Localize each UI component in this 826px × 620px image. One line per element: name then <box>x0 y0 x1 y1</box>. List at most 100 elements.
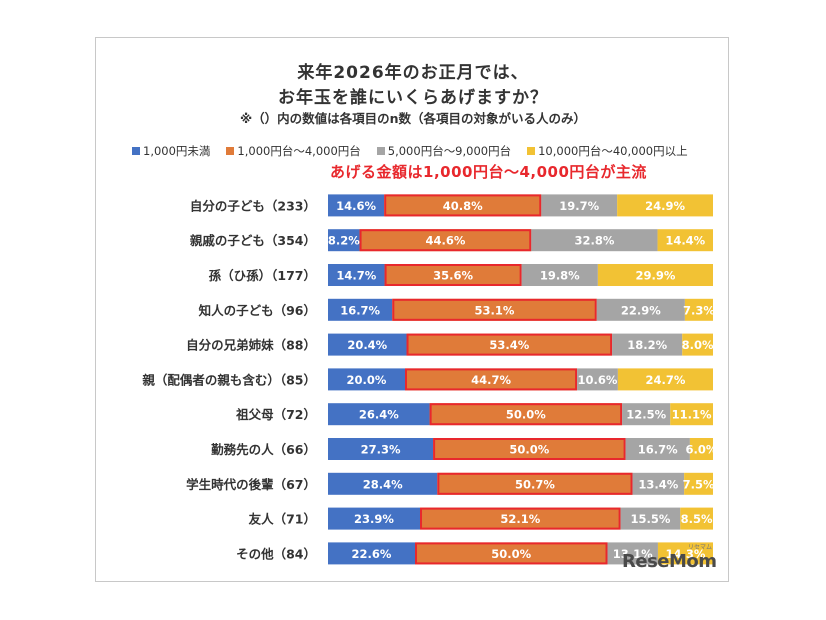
data-label-s3: 13.4% <box>638 477 678 491</box>
bar-segment-s3 <box>620 507 681 530</box>
legend-item-1: 1,000円未満 <box>132 143 210 159</box>
data-label-s2: 50.7% <box>515 477 555 491</box>
category-label: 親（配偶者の親も含む）（85） <box>142 372 316 387</box>
bar-segment-s4 <box>657 542 713 565</box>
bar-segment-s2 <box>384 264 522 286</box>
chart-title-line2: お年玉を誰にいくらあげますか？ <box>278 88 548 108</box>
bar-highlight-box <box>405 368 578 391</box>
bar-segment-s1 <box>328 194 385 217</box>
bar-highlight-box <box>359 229 532 252</box>
bar-segment-s3 <box>596 298 685 321</box>
legend-label-4: 10,000円台～40,000円以上 <box>538 144 688 158</box>
bar-segment-s3 <box>541 194 618 217</box>
bar-highlight-box <box>384 194 542 217</box>
category-label: 学生時代の後輩（67） <box>186 477 316 492</box>
data-label-s1: 16.7% <box>340 303 380 317</box>
bar-segment-s1 <box>328 542 416 565</box>
data-label-s2: 53.4% <box>489 338 529 352</box>
bar-segment-s2 <box>420 507 621 530</box>
data-label-s3: 16.7% <box>638 443 678 457</box>
category-label: 自分の子ども（233） <box>190 198 316 213</box>
callout-text: あげる金額は1,000円台～4,000円台が主流 <box>330 163 647 181</box>
bar-segment-s4 <box>670 403 713 426</box>
data-label-s3: 12.5% <box>626 408 666 422</box>
data-label-s4: 7.3% <box>683 303 715 317</box>
bar-segment-s3 <box>521 264 598 286</box>
data-label-s2: 40.8% <box>443 199 483 213</box>
bar-segment-s3 <box>622 403 671 426</box>
data-label-s2: 35.6% <box>433 269 473 283</box>
bar-highlight-box <box>420 507 621 530</box>
data-label-s3: 15.5% <box>630 512 670 526</box>
bar-segment-s3 <box>632 472 685 495</box>
category-label: 友人（71） <box>248 512 316 527</box>
data-label-s2: 53.1% <box>475 303 515 317</box>
bar-segment-s2 <box>405 368 578 391</box>
bar-highlight-box <box>392 298 597 321</box>
bar-segment-s2 <box>415 542 608 565</box>
data-label-s1: 14.6% <box>336 199 376 213</box>
data-label-s2: 50.0% <box>491 547 531 561</box>
bar-segment-s4 <box>689 438 713 460</box>
category-label: 親戚の子ども（354） <box>190 233 316 248</box>
bar-segment-s3 <box>531 229 658 252</box>
category-label: 祖父母（72） <box>235 407 316 422</box>
bar-segment-s2 <box>384 194 542 217</box>
bar-segment-s4 <box>682 333 713 356</box>
data-label-s4: 6.0% <box>685 443 717 457</box>
bar-segment-s4 <box>617 368 713 391</box>
legend-item-3: 5,000円台～9,000円台 <box>376 143 511 159</box>
bar-segment-s1 <box>328 368 405 391</box>
data-label-s2: 44.6% <box>425 234 465 248</box>
bar-highlight-box <box>406 333 613 356</box>
chart-note: ※（）内の数値は各項目のn数（各項目の対象がいる人のみ） <box>239 111 587 126</box>
resemom-logo-ruby: リセマム <box>688 544 713 551</box>
bar-segment-s1 <box>328 333 407 356</box>
data-label-s1: 20.0% <box>347 373 387 387</box>
data-label-s1: 22.6% <box>352 547 392 561</box>
data-label-s4: 8.0% <box>682 338 714 352</box>
data-label-s3: 19.8% <box>540 269 580 283</box>
data-label-s3: 13.1% <box>613 547 653 561</box>
legend-swatch-1 <box>132 147 140 155</box>
data-label-s1: 20.4% <box>347 338 387 352</box>
bar-segment-s2 <box>437 472 633 495</box>
legend: 1,000円未満 1,000円台～4,000円台 5,000円台～9,000円台… <box>132 143 688 159</box>
data-label-s2: 50.0% <box>506 408 546 422</box>
data-label-s4: 14.3% <box>666 547 706 561</box>
bar-segment-s4 <box>597 264 713 286</box>
bar-segment-s2 <box>406 333 613 356</box>
data-label-s2: 52.1% <box>500 512 540 526</box>
bar-highlight-box <box>429 403 623 426</box>
data-label-s1: 28.4% <box>363 477 403 491</box>
bar-segment-s4 <box>617 194 713 217</box>
bar-highlight-box <box>384 264 522 286</box>
bar-segment-s1 <box>328 264 385 286</box>
legend-swatch-3 <box>376 147 385 155</box>
bar-segment-s4 <box>684 298 713 321</box>
bar-segment-s2 <box>433 438 626 460</box>
bar-segment-s3 <box>612 333 683 356</box>
data-label-s1: 23.9% <box>354 512 394 526</box>
data-label-s2: 50.0% <box>509 443 549 457</box>
chart-title-line1: 来年2026年のお正月では、 <box>297 63 529 83</box>
bar-segment-s4 <box>684 472 713 495</box>
resemom-logo: ReseMom <box>622 551 717 572</box>
bar-highlight-box <box>437 472 633 495</box>
bar-segment-s1 <box>328 507 421 530</box>
data-label-s3: 18.2% <box>627 338 667 352</box>
data-label-s3: 32.8% <box>574 234 614 248</box>
legend-swatch-4 <box>527 147 536 155</box>
category-label: 知人の子ども（96） <box>198 303 316 318</box>
bar-segment-s1 <box>328 229 360 252</box>
data-label-s4: 24.9% <box>645 199 685 213</box>
data-label-s3: 19.7% <box>559 199 599 213</box>
data-label-s4: 11.1% <box>672 408 712 422</box>
data-label-s1: 8.2% <box>328 234 360 248</box>
bar-segment-s1 <box>328 438 434 460</box>
legend-item-2: 1,000円台～4,000円台 <box>226 143 361 159</box>
data-label-s4: 14.4% <box>665 234 705 248</box>
bar-segment-s2 <box>392 298 597 321</box>
category-label: 自分の兄弟姉妹（88） <box>186 338 316 353</box>
